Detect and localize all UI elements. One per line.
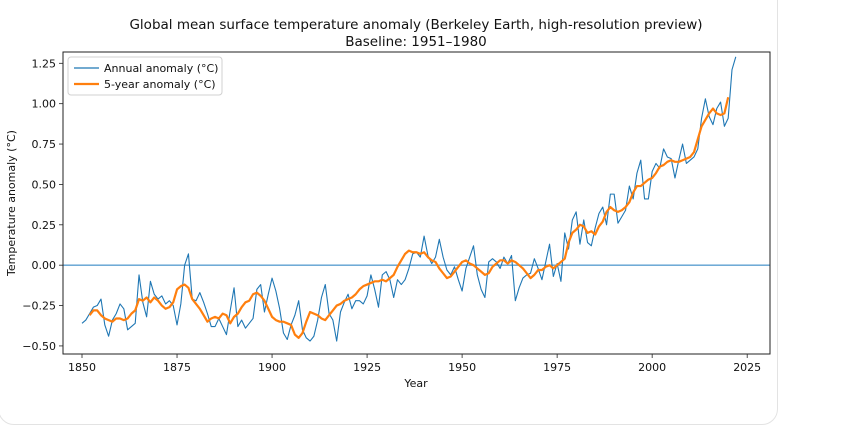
y-tick-label: 1.25 (32, 57, 57, 70)
five-year-anomaly-line (88, 96, 730, 339)
y-tick-label: −0.25 (22, 300, 56, 313)
y-tick-label: 0.00 (32, 259, 57, 272)
x-tick-label: 1900 (258, 361, 286, 374)
y-tick-label: 0.25 (32, 219, 57, 232)
legend-label-5year: 5-year anomaly (°C) (104, 78, 216, 91)
x-tick-label: 2025 (733, 361, 761, 374)
y-tick-label: 0.50 (32, 178, 57, 191)
legend: Annual anomaly (°C) 5-year anomaly (°C) (67, 56, 223, 96)
y-axis-label: Temperature anomaly (°C) (5, 130, 18, 277)
y-axis-ticks: −0.50 −0.25 0.00 0.25 0.50 0.75 1.00 1.25 (22, 57, 63, 353)
x-tick-label: 1925 (353, 361, 381, 374)
x-tick-label: 1875 (163, 361, 191, 374)
x-axis-ticks: 1850 1875 1900 1925 1950 1975 2000 2025 (68, 354, 761, 374)
annual-anomaly-line (81, 56, 737, 342)
chart-subtitle: Baseline: 1951–1980 (345, 34, 487, 50)
x-tick-label: 2000 (638, 361, 666, 374)
plot-area (63, 56, 770, 342)
legend-label-annual: Annual anomaly (°C) (104, 62, 218, 75)
x-tick-label: 1975 (543, 361, 571, 374)
chart-title: Global mean surface temperature anomaly … (129, 17, 702, 33)
x-axis-label: Year (403, 377, 428, 390)
x-tick-label: 1850 (68, 361, 96, 374)
x-tick-label: 1950 (448, 361, 476, 374)
axes-frame (62, 51, 771, 355)
legend-box (67, 56, 223, 96)
y-tick-label: 1.00 (32, 98, 57, 111)
y-tick-label: −0.50 (22, 340, 56, 353)
y-tick-label: 0.75 (32, 138, 57, 151)
